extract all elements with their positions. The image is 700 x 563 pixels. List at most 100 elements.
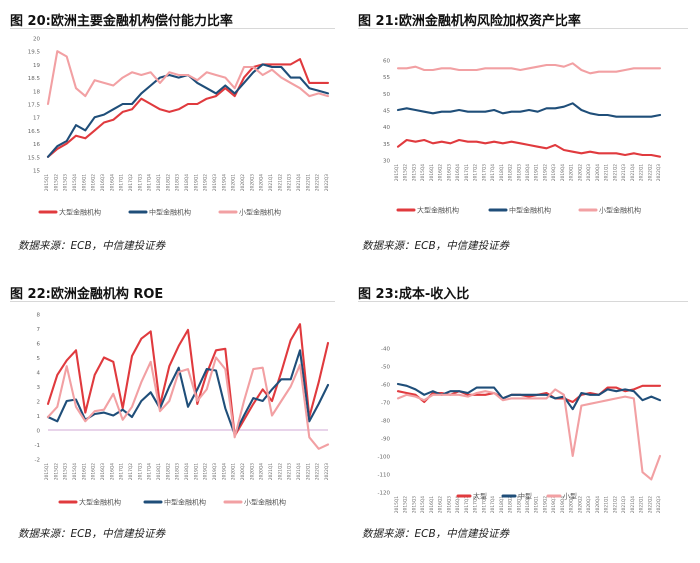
- y-tick-label: 2: [37, 400, 41, 406]
- x-tick-label: 2016Q4: [109, 174, 115, 191]
- x-tick-label: 2021Q3: [287, 174, 293, 191]
- x-tick-label: 2022Q3: [324, 174, 330, 191]
- x-tick-label: 2021Q1: [268, 463, 274, 480]
- x-tick-label: 2022Q1: [305, 463, 311, 480]
- y-tick-label: 50: [383, 92, 390, 98]
- x-tick-label: 2021Q1: [604, 164, 610, 181]
- x-tick-label: 2020Q3: [586, 164, 592, 181]
- y-tick-label: 7: [37, 327, 41, 333]
- x-tick-label: 2018Q3: [516, 164, 522, 181]
- x-tick-label: 2015Q4: [72, 174, 78, 191]
- y-tick-label: -40: [381, 347, 390, 353]
- x-tick-label: 2019Q1: [193, 463, 199, 480]
- x-tick-label: 2021Q3: [621, 496, 627, 513]
- series-line-3: [46, 50, 330, 106]
- x-tick-label: 2015Q2: [403, 496, 409, 513]
- legend-label-3: 小型: [563, 492, 577, 501]
- x-tick-label: 2019Q2: [542, 496, 548, 513]
- y-tick-label: 15.5: [28, 155, 41, 161]
- x-tick-label: 2018Q2: [165, 463, 171, 480]
- x-tick-label: 2015Q3: [411, 496, 417, 513]
- legend-label-2: 中型金融机构: [509, 206, 551, 215]
- x-tick-label: 2016Q1: [81, 174, 87, 191]
- x-tick-label: 2022Q3: [656, 164, 662, 181]
- y-tick-label: -50: [381, 365, 390, 371]
- x-tick-label: 2015Q4: [420, 164, 426, 181]
- series-line-3: [46, 356, 330, 450]
- legend-label-1: 大型金融机构: [59, 208, 101, 217]
- y-tick-label: 0: [37, 429, 41, 435]
- x-tick-label: 2017Q3: [481, 496, 487, 513]
- x-tick-label: 2016Q1: [81, 463, 87, 480]
- x-tick-label: 2019Q2: [203, 463, 209, 480]
- x-tick-label: 2019Q2: [203, 174, 209, 191]
- x-tick-label: 2015Q1: [44, 463, 50, 480]
- x-tick-label: 2019Q3: [212, 174, 218, 191]
- x-tick-label: 2020Q2: [577, 496, 583, 513]
- x-tick-label: 2020Q3: [249, 463, 255, 480]
- x-tick-label: 2020Q2: [240, 463, 246, 480]
- series-line-1: [46, 58, 330, 158]
- y-tick-label: 60: [383, 59, 390, 65]
- x-tick-label: 2018Q2: [508, 496, 514, 513]
- x-tick-label: 2019Q3: [551, 164, 557, 181]
- x-tick-label: 2019Q4: [221, 463, 227, 480]
- x-tick-label: 2017Q2: [128, 174, 134, 191]
- x-tick-label: 2018Q1: [156, 463, 162, 480]
- y-tick-label: 30: [383, 159, 390, 165]
- x-tick-label: 2019Q1: [193, 174, 199, 191]
- y-tick-label: 6: [37, 342, 41, 348]
- x-tick-label: 2016Q2: [91, 174, 97, 191]
- x-tick-label: 2018Q4: [525, 496, 531, 513]
- x-tick-label: 2019Q1: [534, 496, 540, 513]
- legend-label-1: 大型: [473, 492, 487, 501]
- y-tick-label: 16.5: [28, 129, 41, 135]
- y-tick-label: 4: [37, 371, 41, 377]
- x-tick-label: 2017Q2: [473, 496, 479, 513]
- y-tick-label: -80: [381, 419, 390, 425]
- x-tick-label: 2017Q4: [490, 164, 496, 181]
- x-tick-label: 2021Q3: [287, 463, 293, 480]
- y-tick-label: 19: [33, 63, 40, 69]
- chart-3-rule: [10, 301, 335, 302]
- x-tick-label: 2020Q4: [595, 496, 601, 513]
- x-tick-label: 2017Q1: [119, 174, 125, 191]
- y-tick-label: 35: [383, 142, 390, 148]
- x-tick-label: 2020Q2: [240, 174, 246, 191]
- x-tick-label: 2016Q2: [91, 463, 97, 480]
- y-tick-label: 40: [383, 125, 390, 131]
- x-tick-label: 2018Q3: [516, 496, 522, 513]
- chart-4-rule: [358, 301, 688, 302]
- y-tick-label: -1: [35, 443, 40, 449]
- x-tick-label: 2015Q3: [63, 174, 69, 191]
- x-tick-label: 2016Q4: [455, 496, 461, 513]
- x-tick-label: 2020Q4: [595, 164, 601, 181]
- x-tick-label: 2015Q2: [53, 174, 59, 191]
- x-tick-label: 2015Q2: [403, 164, 409, 181]
- series-line-3: [396, 62, 662, 75]
- x-tick-label: 2017Q1: [464, 496, 470, 513]
- y-tick-label: 18: [33, 89, 40, 95]
- x-tick-label: 2018Q1: [499, 496, 505, 513]
- x-tick-label: 2019Q3: [551, 496, 557, 513]
- y-tick-label: 16: [33, 142, 40, 148]
- x-tick-label: 2015Q4: [72, 463, 78, 480]
- x-tick-label: 2018Q1: [499, 164, 505, 181]
- x-tick-label: 2022Q3: [656, 496, 662, 513]
- y-tick-label: -2: [35, 458, 40, 464]
- y-tick-label: -60: [381, 383, 390, 389]
- x-tick-label: 2022Q2: [315, 174, 321, 191]
- legend-label-1: 大型金融机构: [79, 498, 121, 507]
- chart-2-title: 图 21:欧洲金融机构风险加权资产比率: [358, 14, 581, 29]
- y-tick-label: 45: [383, 109, 390, 115]
- x-tick-label: 2019Q3: [212, 463, 218, 480]
- x-tick-label: 2019Q4: [221, 174, 227, 191]
- x-tick-label: 2022Q2: [647, 164, 653, 181]
- x-tick-label: 2017Q4: [490, 496, 496, 513]
- series-line-1: [396, 138, 662, 158]
- chart-2-source: 数据来源：ECB，中信建投证券: [362, 240, 510, 252]
- y-tick-label: 55: [383, 75, 390, 81]
- x-tick-label: 2020Q1: [231, 174, 237, 191]
